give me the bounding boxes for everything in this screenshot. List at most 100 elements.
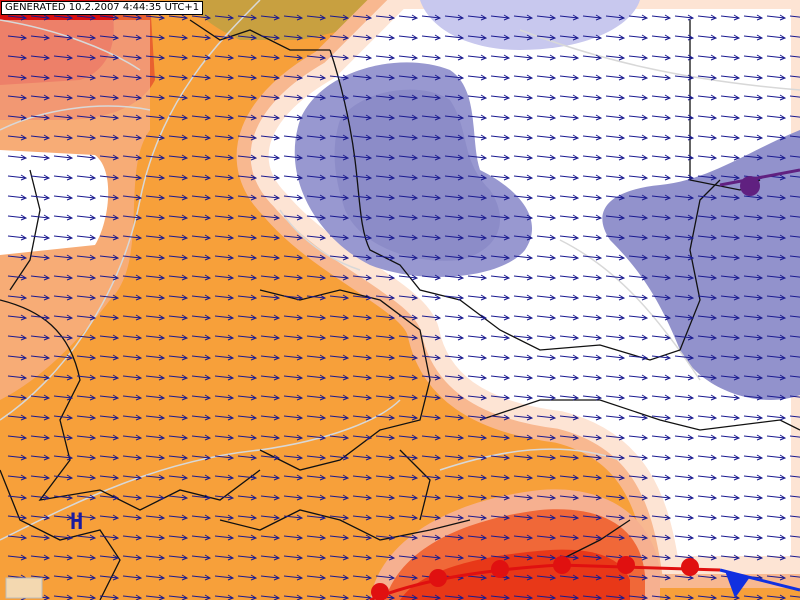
- wind-arrow: [536, 94, 557, 101]
- wind-arrow: [651, 474, 672, 481]
- wind-arrow: [743, 214, 764, 221]
- wind-arrow: [743, 254, 764, 261]
- wind-arrow: [628, 394, 649, 401]
- wind-arrow: [7, 334, 28, 341]
- wind-arrow: [605, 314, 626, 321]
- wind-arrow: [536, 514, 557, 521]
- wind-arrow: [237, 174, 258, 181]
- wind-arrow: [421, 54, 442, 61]
- wind-arrow: [7, 114, 28, 121]
- wind-arrow: [513, 54, 534, 61]
- wind-arrow: [651, 234, 672, 241]
- wind-arrow: [99, 474, 120, 481]
- wind-arrow: [283, 14, 304, 21]
- wind-arrow: [490, 114, 511, 121]
- wind-arrow: [398, 194, 419, 201]
- warm-front-symbol: [617, 556, 635, 574]
- wind-arrow: [329, 174, 350, 181]
- wind-arrow: [99, 554, 120, 561]
- wind-arrow: [674, 154, 695, 161]
- wind-arrow: [99, 374, 120, 381]
- wind-arrow: [536, 134, 557, 141]
- wind-arrow: [720, 314, 741, 321]
- wind-arrow: [306, 114, 327, 121]
- wind-arrow: [421, 234, 442, 241]
- wind-arrow: [352, 434, 373, 441]
- wind-arrow: [789, 595, 800, 598]
- wind-arrow: [651, 34, 672, 41]
- wind-arrow: [743, 494, 764, 501]
- wind-arrow: [30, 214, 51, 221]
- wind-arrow: [214, 594, 235, 600]
- wind-arrow: [306, 414, 327, 421]
- wind-arrow: [605, 594, 626, 600]
- wind-arrow: [789, 335, 800, 338]
- wind-arrow: [766, 514, 787, 521]
- wind-arrow: [237, 134, 258, 141]
- wind-arrow: [421, 514, 442, 521]
- wind-arrow: [766, 194, 787, 201]
- wind-arrow: [122, 554, 143, 561]
- wind-arrow: [513, 374, 534, 381]
- wind-arrow: [145, 554, 166, 561]
- wind-arrow: [605, 414, 626, 421]
- wind-arrow: [122, 134, 143, 141]
- light-blue-area: [420, 0, 640, 50]
- wind-arrow: [260, 174, 281, 181]
- wind-arrow: [145, 54, 166, 61]
- wind-arrow: [145, 94, 166, 101]
- wind-arrow: [766, 234, 787, 241]
- wind-arrow: [467, 194, 488, 201]
- wind-arrow: [53, 514, 74, 521]
- wind-arrow: [697, 594, 718, 600]
- wind-arrow: [122, 474, 143, 481]
- wind-arrow: [444, 334, 465, 341]
- wind-arrow: [743, 314, 764, 321]
- wind-arrow: [628, 354, 649, 361]
- fronts: [369, 168, 800, 600]
- legend-box: [5, 577, 43, 599]
- wind-arrow: [237, 594, 258, 600]
- wind-arrow: [191, 434, 212, 441]
- wind-arrow: [306, 474, 327, 481]
- wind-arrow: [306, 254, 327, 261]
- wind-arrow: [651, 254, 672, 261]
- wind-arrow: [467, 154, 488, 161]
- wind-arrow: [7, 174, 28, 181]
- wind-arrow: [30, 474, 51, 481]
- wind-arrow: [582, 274, 603, 281]
- wind-arrow: [605, 54, 626, 61]
- wind-arrow: [7, 554, 28, 561]
- wind-arrow: [352, 174, 373, 181]
- wind-arrow: [122, 314, 143, 321]
- wind-arrow: [237, 414, 258, 421]
- wind-arrow: [99, 234, 120, 241]
- wind-arrow: [260, 574, 281, 581]
- wind-arrow: [766, 594, 787, 600]
- wind-arrow: [122, 534, 143, 541]
- wind-arrow: [260, 54, 281, 61]
- wind-arrow: [743, 354, 764, 361]
- wind-arrow: [766, 334, 787, 341]
- wind-arrow: [283, 74, 304, 81]
- wind-arrow: [444, 314, 465, 321]
- wind-arrow: [30, 274, 51, 281]
- wind-arrow: [582, 94, 603, 101]
- wind-arrow: [306, 434, 327, 441]
- wind-arrow: [720, 174, 741, 181]
- wind-arrow: [490, 314, 511, 321]
- wind-arrow: [743, 34, 764, 41]
- wind-arrow: [421, 354, 442, 361]
- wind-arrow: [513, 174, 534, 181]
- wind-arrow: [168, 554, 189, 561]
- wind-arrow: [582, 594, 603, 600]
- wind-arrow: [651, 314, 672, 321]
- wind-arrow: [421, 554, 442, 561]
- wind-arrow: [513, 154, 534, 161]
- wind-arrow: [766, 354, 787, 361]
- wind-arrow: [582, 254, 603, 261]
- wind-arrow: [99, 354, 120, 361]
- wind-arrow: [352, 534, 373, 541]
- wind-arrow: [237, 474, 258, 481]
- wind-arrow: [467, 394, 488, 401]
